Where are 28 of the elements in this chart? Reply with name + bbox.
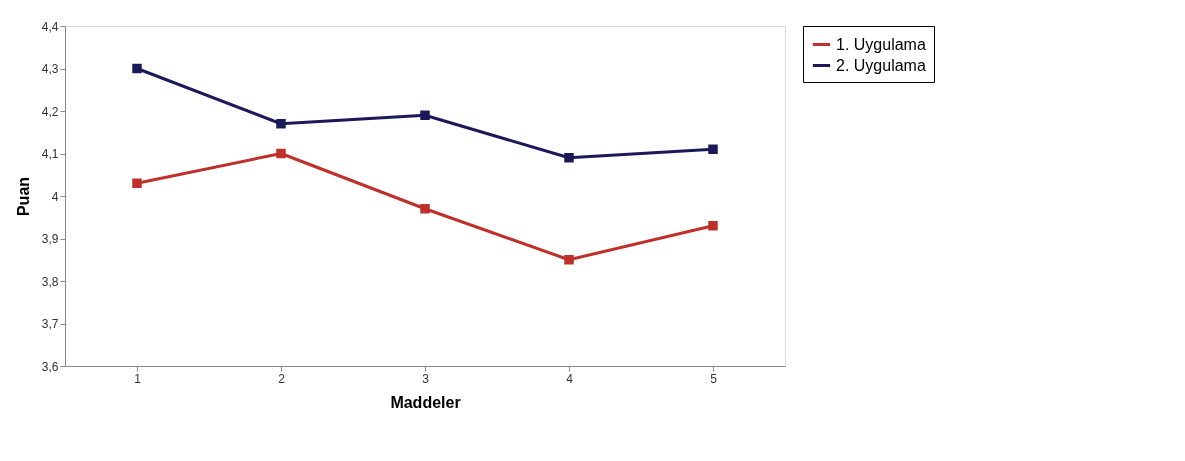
legend-label: 1. Uygulama (836, 35, 926, 53)
x-tick-label: 3 (422, 371, 430, 386)
point (564, 255, 574, 265)
point (420, 110, 430, 120)
y-tick-label: 4,4 (41, 19, 59, 34)
point (708, 144, 718, 154)
x-tick-label: 4 (566, 371, 574, 386)
y-tick-label: 3,6 (41, 359, 59, 374)
x-tick-label: 2 (278, 371, 286, 386)
point (276, 119, 286, 129)
x-axis-title: Maddeler (390, 393, 461, 411)
y-tick-label: 4,1 (41, 147, 59, 161)
y-tick-label: 4 (51, 189, 59, 204)
y-axis-title: Puan (14, 176, 32, 217)
legend-label: 2. Uygulama (836, 56, 926, 74)
point (132, 63, 142, 74)
point (420, 204, 430, 214)
y-tick-label: 4,3 (41, 62, 59, 76)
y-tick-label: 3,8 (41, 274, 59, 289)
point (276, 148, 286, 159)
point (708, 221, 718, 231)
point (564, 153, 574, 163)
y-tick-label: 3,9 (41, 232, 59, 246)
x-tick-label: 5 (710, 371, 718, 386)
y-tick-label: 3,7 (41, 317, 59, 331)
y-tick-label: 4,2 (41, 104, 59, 119)
point (132, 178, 142, 188)
x-tick-label: 1 (134, 371, 142, 386)
